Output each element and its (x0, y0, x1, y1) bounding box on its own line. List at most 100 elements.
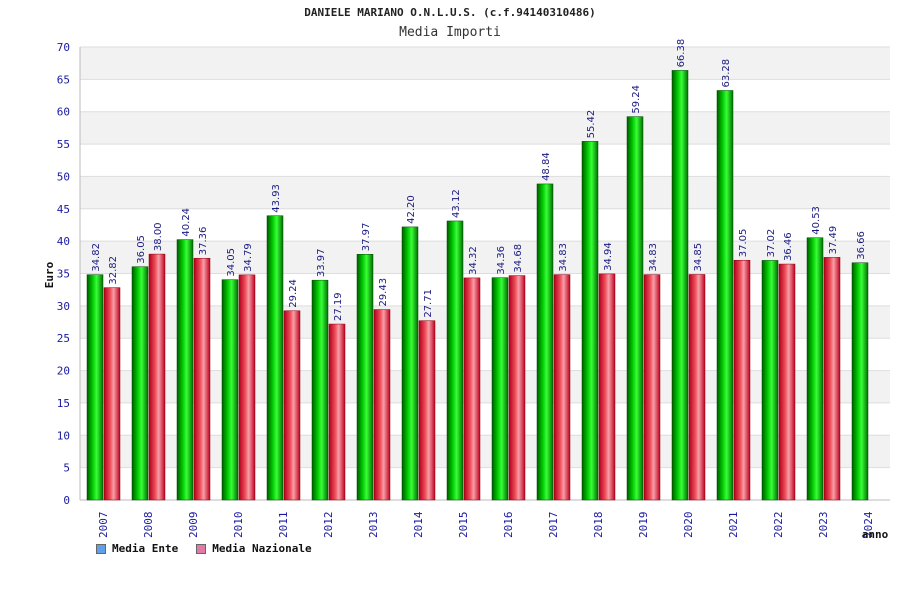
data-label: 34.32 (468, 246, 479, 275)
grid-band (80, 338, 890, 371)
y-tick-label: 15 (57, 397, 70, 410)
x-tick-label: 2024 (862, 511, 875, 538)
bar-media-nazionale-2010 (238, 274, 256, 501)
data-label: 34.82 (91, 243, 102, 272)
y-tick-label: 45 (57, 203, 70, 216)
legend-item-media-ente: Media Ente (96, 542, 178, 555)
data-label: 42.20 (406, 195, 417, 224)
x-tick-label: 2016 (502, 512, 515, 539)
data-label: 37.05 (738, 229, 749, 258)
data-label: 34.36 (496, 246, 507, 275)
data-label: 37.49 (828, 226, 839, 255)
data-label: 37.97 (361, 223, 372, 252)
y-tick-label: 35 (57, 268, 70, 281)
bar-media-ente-2008 (131, 266, 149, 501)
data-label: 63.28 (721, 59, 732, 88)
bar-media-ente-2022 (761, 260, 779, 501)
x-tick-label: 2015 (457, 512, 470, 539)
data-label: 40.53 (811, 206, 822, 235)
x-tick-label: 2022 (772, 512, 785, 539)
data-label: 43.12 (451, 189, 462, 218)
bar-media-nazionale-2013 (373, 309, 391, 501)
y-tick-label: 65 (57, 73, 70, 86)
grid-band (80, 144, 890, 177)
data-label: 34.68 (513, 244, 524, 273)
bar-media-nazionale-2021 (733, 259, 751, 501)
bar-media-ente-2020 (671, 70, 689, 501)
data-label: 59.24 (631, 85, 642, 114)
grid-band (80, 176, 890, 209)
data-label: 37.02 (766, 229, 777, 258)
legend-item-media-nazionale: Media Nazionale (196, 542, 312, 555)
y-tick-label: 20 (57, 365, 70, 378)
bar-media-nazionale-2015 (463, 277, 481, 501)
bar-media-ente-2023 (806, 237, 824, 501)
grid-band (80, 111, 890, 145)
bar-media-ente-2012 (311, 279, 329, 501)
y-tick-label: 30 (57, 300, 70, 313)
data-label: 29.43 (378, 278, 389, 307)
x-tick-label: 2010 (232, 512, 245, 539)
x-tick-label: 2008 (142, 512, 155, 539)
legend-swatch-media-ente (96, 543, 106, 554)
data-label: 37.36 (198, 227, 209, 256)
data-label: 32.82 (108, 256, 119, 285)
bar-media-ente-2010 (221, 279, 239, 501)
x-tick-label: 2018 (592, 512, 605, 539)
y-tick-label: 50 (57, 170, 70, 183)
bar-media-nazionale-2016 (508, 275, 526, 501)
chart-subtitle: Media Importi (399, 25, 501, 40)
bar-media-nazionale-2009 (193, 257, 211, 501)
data-label: 38.00 (153, 222, 164, 251)
data-label: 27.71 (423, 289, 434, 318)
bar-media-nazionale-2018 (598, 273, 616, 501)
grid-band (80, 402, 890, 436)
data-label: 34.94 (603, 242, 614, 271)
x-tick-label: 2012 (322, 512, 335, 539)
legend: Media Ente Media Nazionale (96, 542, 312, 555)
legend-label-media-nazionale: Media Nazionale (212, 542, 312, 555)
bar-media-nazionale-2019 (643, 274, 661, 501)
bar-media-ente-2007 (86, 274, 104, 501)
bar-media-ente-2013 (356, 254, 374, 501)
x-tick-label: 2009 (187, 512, 200, 539)
chart-title: DANIELE MARIANO O.N.L.U.S. (c.f.94140310… (304, 6, 596, 19)
y-tick-label: 25 (57, 332, 70, 345)
data-label: 34.79 (243, 243, 254, 272)
y-tick-label: 55 (57, 138, 70, 151)
x-tick-label: 2013 (367, 512, 380, 539)
x-tick-label: 2014 (412, 511, 425, 538)
grid-band (80, 79, 890, 112)
data-label: 34.85 (693, 243, 704, 272)
x-tick-label: 2021 (727, 512, 740, 539)
bar-media-nazionale-2014 (418, 320, 436, 501)
bar-media-nazionale-2011 (283, 310, 301, 501)
data-label: 33.97 (316, 249, 327, 278)
bar-media-nazionale-2023 (823, 257, 841, 501)
legend-swatch-media-nazionale (196, 543, 207, 554)
bar-media-ente-2017 (536, 183, 554, 501)
y-tick-label: 70 (57, 41, 70, 54)
y-tick-label: 60 (57, 106, 70, 119)
data-label: 36.05 (136, 235, 147, 264)
bar-media-ente-2024 (851, 262, 869, 501)
grid-band (80, 305, 890, 339)
grid-band (80, 370, 890, 403)
data-label: 29.24 (288, 279, 299, 308)
bar-media-nazionale-2017 (553, 274, 571, 501)
data-label: 66.38 (676, 39, 687, 68)
x-tick-label: 2023 (817, 512, 830, 539)
y-tick-label: 40 (57, 235, 70, 248)
data-label: 34.05 (226, 248, 237, 277)
bar-media-nazionale-2007 (103, 287, 121, 501)
data-label: 36.66 (856, 231, 867, 260)
bar-media-nazionale-2022 (778, 263, 796, 501)
x-tick-label: 2007 (97, 512, 110, 539)
x-tick-label: 2019 (637, 512, 650, 539)
grid-band (80, 273, 890, 306)
data-label: 40.24 (181, 208, 192, 237)
data-label: 36.46 (783, 232, 794, 261)
legend-label-media-ente: Media Ente (112, 542, 179, 555)
bar-media-ente-2015 (446, 220, 464, 501)
